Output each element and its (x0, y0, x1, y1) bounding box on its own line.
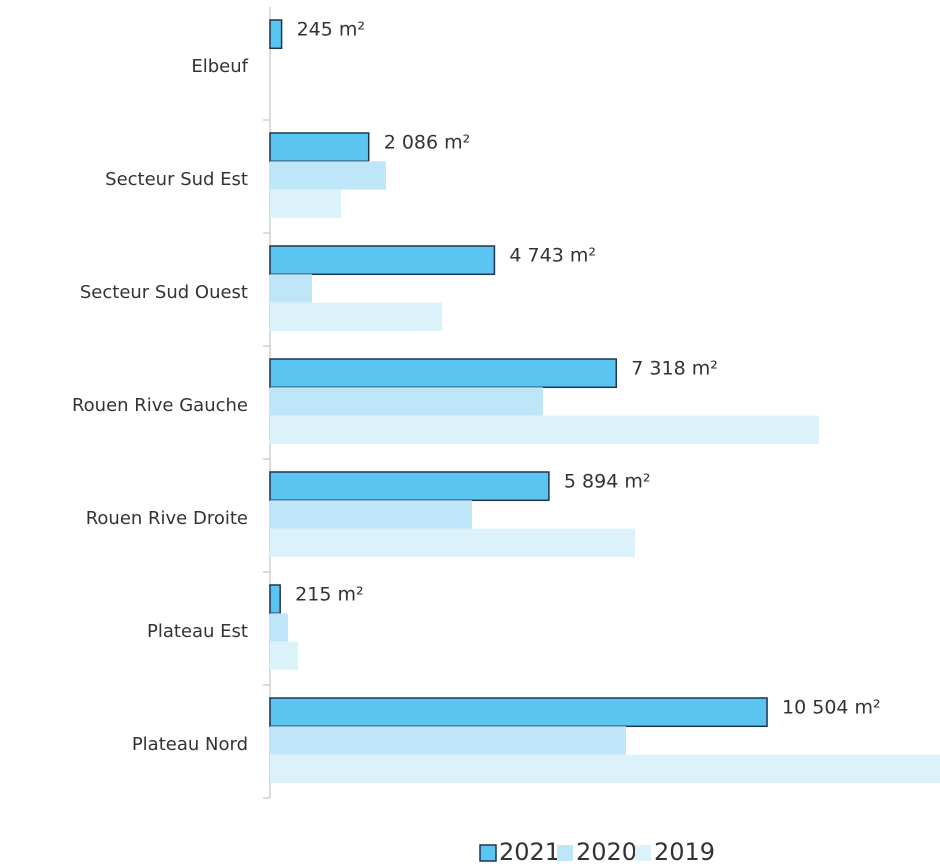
y-tick-label: Plateau Nord (132, 734, 248, 755)
bar (270, 387, 543, 416)
value-label: 2 086 m² (384, 132, 471, 154)
bar (270, 500, 473, 529)
bar (270, 754, 940, 783)
value-label: 245 m² (297, 19, 365, 41)
value-label: 5 894 m² (564, 471, 651, 493)
bar (269, 584, 281, 615)
legend-swatch (479, 844, 497, 862)
y-tick-label: Elbeuf (191, 56, 248, 77)
legend-label: 2019 (654, 838, 715, 866)
value-label: 7 318 m² (631, 358, 718, 380)
y-tick-label: Secteur Sud Ouest (80, 282, 248, 303)
bar (270, 302, 443, 331)
bar (270, 161, 386, 190)
bar (269, 132, 370, 163)
bar (270, 274, 313, 303)
y-tick-label: Secteur Sud Est (105, 169, 248, 190)
value-label: 215 m² (295, 584, 363, 606)
y-tick-label: Plateau Est (147, 621, 248, 642)
bar (269, 245, 496, 276)
legend-label: 2021 (499, 838, 560, 866)
value-label: 10 504 m² (782, 697, 881, 719)
bar (270, 613, 288, 642)
bar (269, 697, 768, 728)
bar (269, 19, 283, 50)
bar (269, 358, 618, 389)
bar (270, 726, 626, 755)
legend-swatch (557, 845, 573, 861)
bar (270, 528, 635, 557)
y-tick-label: Rouen Rive Droite (86, 508, 248, 529)
bar (270, 641, 299, 670)
bar (269, 471, 550, 502)
bar (270, 189, 341, 218)
legend-swatch (635, 845, 651, 861)
bar (270, 415, 820, 444)
legend-label: 2020 (576, 838, 637, 866)
y-tick-label: Rouen Rive Gauche (72, 395, 248, 416)
value-label: 4 743 m² (509, 245, 596, 267)
